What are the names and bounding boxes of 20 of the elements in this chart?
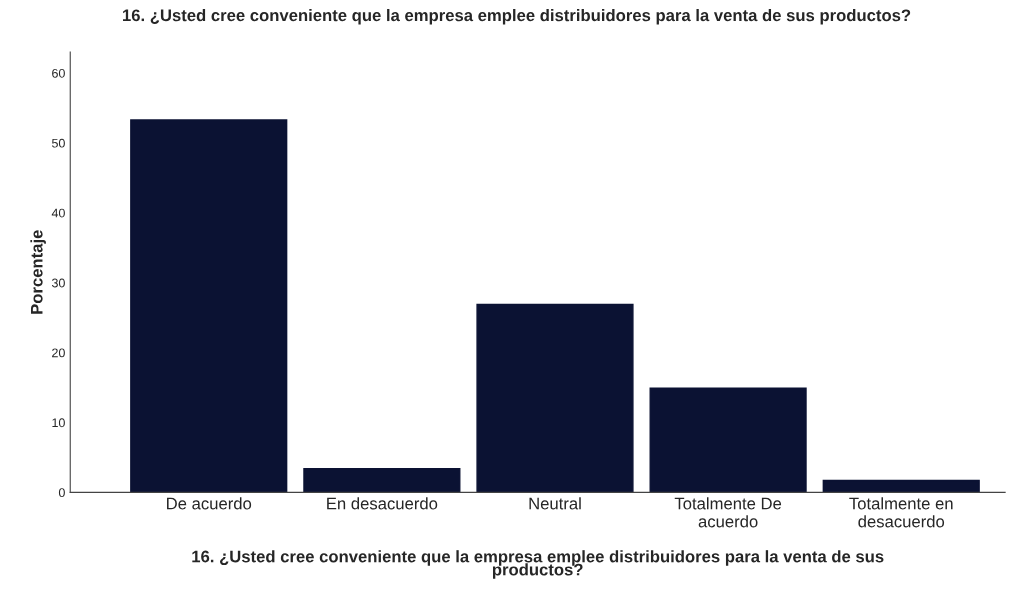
x-tick-label: Totalmente De acuerdo: [674, 497, 782, 528]
x-axis-title: 16. ¿Usted cree conveniente que la empresa emplee distribuidores para la venta de sus productos?: [192, 550, 884, 579]
chart-title: 16. ¿Usted cree conveniente que la empresa emplee distribuidores para la venta de sus productos?: [123, 8, 911, 25]
y-axis-title: Porcentaje: [30, 230, 46, 314]
y-tick-label: 50: [51, 138, 65, 148]
y-tick-label: 20: [52, 348, 65, 358]
y-tick-label: 0: [58, 488, 65, 498]
y-tick-label: 30: [51, 278, 65, 288]
y-tick-label: 40: [51, 208, 65, 218]
x-tick-label: De acuerdo: [167, 497, 252, 510]
x-tick-label: Neutral: [529, 497, 581, 510]
x-tick-label: Totalmente en desacuerdo: [849, 497, 953, 528]
x-tick-label: En desacuerdo: [327, 497, 438, 510]
y-tick-label: 60: [52, 68, 65, 78]
bar: [822, 479, 980, 493]
bar: [649, 387, 807, 493]
bar: [476, 303, 634, 493]
y-tick-label: 10: [52, 418, 65, 428]
bar: [303, 467, 461, 493]
bar: [130, 119, 288, 493]
